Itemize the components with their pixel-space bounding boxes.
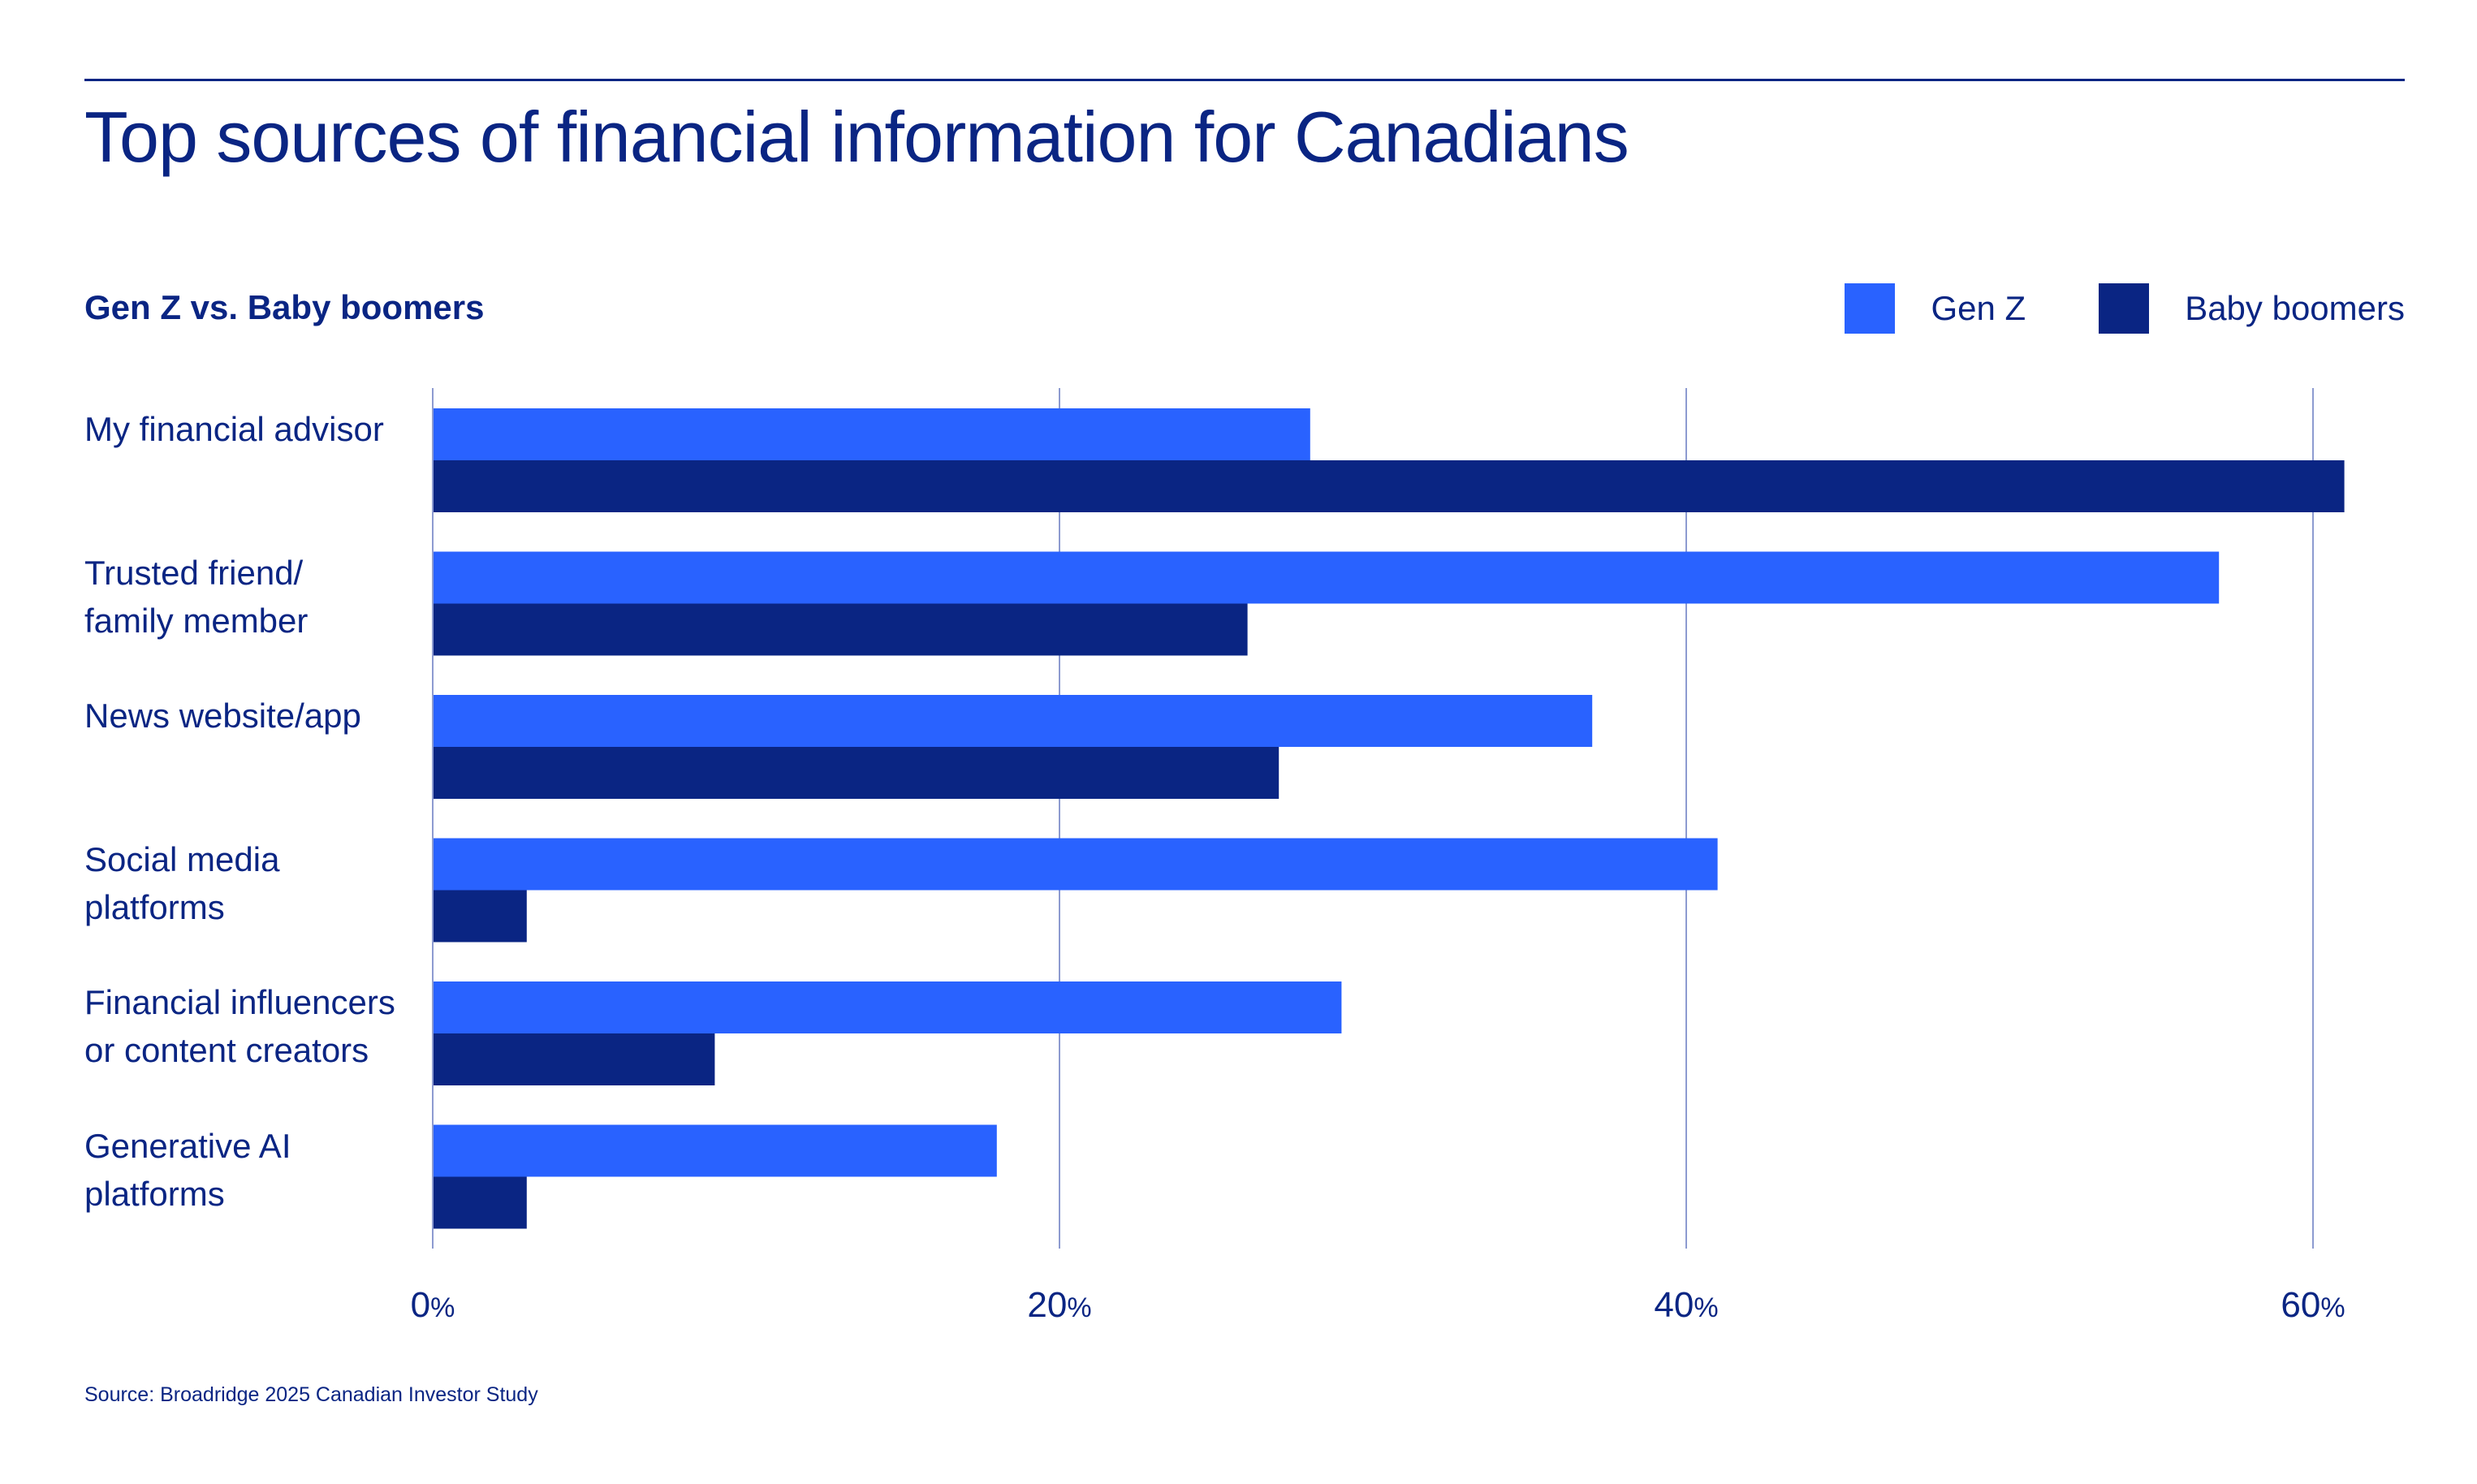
legend-swatch-gen-z [1845, 283, 1896, 334]
bar-gen-z-trusted-friend-family-member [433, 551, 2220, 604]
bar-gen-z-news-website-app [433, 695, 1593, 747]
category-label-line: News website/app [84, 697, 361, 735]
x-tick-label-60: 60% [2281, 1285, 2345, 1325]
category-label-trusted-friend-family-member: Trusted friend/family member [84, 549, 308, 645]
legend: Gen Z Baby boomers [1771, 283, 2405, 334]
category-label-line: platforms [84, 1174, 225, 1213]
category-label-line: Financial influencers [84, 983, 395, 1021]
bar-baby-boomers-social-media-platforms [433, 890, 527, 943]
bar-gen-z-my-financial-advisor [433, 408, 1310, 460]
category-label-my-financial-advisor: My financial advisor [84, 405, 384, 453]
legend-item-gen-z: Gen Z [1845, 283, 2026, 334]
bar-gen-z-generative-ai-platforms [433, 1124, 997, 1177]
legend-item-baby-boomers: Baby boomers [2099, 283, 2405, 334]
chart-title: Top sources of financial information for… [84, 97, 1629, 177]
category-label-line: or content creators [84, 1031, 369, 1069]
category-label-social-media-platforms: Social media platforms [84, 835, 279, 931]
top-rule [84, 79, 2405, 81]
bar-baby-boomers-news-website-app [433, 747, 1279, 799]
chart-subtitle: Gen Z vs. Baby boomers [84, 288, 485, 326]
category-label-financial-influencers-or-content-creators: Financial influencers or content creators [84, 978, 395, 1074]
bar-baby-boomers-financial-influencers-or-content-creators [433, 1033, 715, 1085]
legend-label-baby-boomers: Baby boomers [2185, 289, 2405, 327]
category-label-line: Generative AI [84, 1126, 291, 1165]
bar-gen-z-social-media-platforms [433, 838, 1718, 891]
category-label-news-website-app: News website/app [84, 692, 361, 740]
x-tick-label-0: 0% [411, 1285, 455, 1325]
category-label-line: Trusted friend/ [84, 553, 304, 592]
legend-swatch-baby-boomers [2099, 283, 2150, 334]
category-label-line: My financial advisor [84, 410, 384, 448]
x-tick-label-40: 40% [1654, 1285, 1718, 1325]
bar-baby-boomers-my-financial-advisor [433, 460, 2345, 512]
category-label-line: Social media [84, 839, 280, 878]
bar-baby-boomers-trusted-friend-family-member [433, 603, 1248, 656]
bar-baby-boomers-generative-ai-platforms [433, 1176, 527, 1229]
category-label-line: platforms [84, 887, 225, 926]
source-note: Source: Broadridge 2025 Canadian Investo… [84, 1383, 538, 1406]
legend-label-gen-z: Gen Z [1931, 289, 2026, 327]
category-label-generative-ai-platforms: Generative AI platforms [84, 1122, 291, 1218]
category-label-line: family member [84, 601, 309, 640]
bar-gen-z-financial-influencers-or-content-creators [433, 981, 1342, 1033]
x-tick-label-20: 20% [1027, 1285, 1091, 1325]
